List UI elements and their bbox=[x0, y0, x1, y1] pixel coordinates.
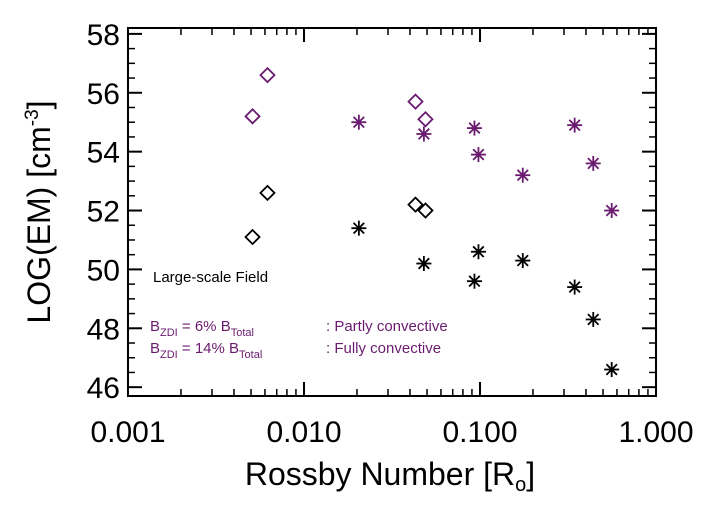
tick-labels: 0.001 0.010 0.100 1.000 46 48 50 52 54 56 58 bbox=[87, 19, 694, 449]
y-tick-label: 56 bbox=[87, 78, 120, 111]
asterisk-point bbox=[351, 114, 367, 130]
asterisk-stroke bbox=[568, 119, 581, 132]
diamond-point bbox=[417, 110, 434, 128]
x-tick-label: 0.100 bbox=[442, 416, 517, 449]
asterisk-stroke bbox=[468, 122, 481, 135]
asterisk-stroke bbox=[605, 204, 618, 217]
asterisk-stroke bbox=[417, 128, 430, 140]
y-tick-label: 54 bbox=[87, 137, 120, 170]
asterisk-point bbox=[470, 147, 486, 163]
asterisk-stroke bbox=[568, 281, 581, 294]
y-tick-label: 52 bbox=[87, 196, 120, 229]
asterisk-point bbox=[604, 362, 620, 378]
y-tick-label: 58 bbox=[87, 19, 120, 52]
asterisk-point bbox=[466, 120, 482, 136]
asterisk-point bbox=[515, 167, 531, 183]
asterisk-point bbox=[604, 203, 620, 219]
asterisk-stroke bbox=[472, 148, 485, 161]
y-tick-label: 50 bbox=[87, 254, 120, 287]
asterisk-point bbox=[466, 273, 482, 289]
diamond-point bbox=[407, 93, 424, 110]
annotation-line2: BZDI = 14% BTotal: Fully convective bbox=[150, 340, 441, 361]
y-axis-title: LOG(EM) [cm-3] bbox=[21, 100, 57, 323]
asterisk-stroke bbox=[472, 245, 485, 258]
plot-frame bbox=[127, 27, 657, 397]
diamond-point bbox=[259, 184, 276, 202]
asterisk-point bbox=[416, 126, 432, 142]
annotation-line1: BZDI = 6% BTotal: Partly convective bbox=[150, 318, 448, 339]
diamond-point bbox=[259, 66, 276, 84]
diamond-point bbox=[244, 108, 261, 125]
asterisk-stroke bbox=[587, 313, 600, 326]
x-tick-label: 0.001 bbox=[90, 416, 165, 449]
asterisk-stroke bbox=[352, 116, 365, 129]
asterisk-stroke bbox=[605, 363, 618, 376]
asterisk-point bbox=[585, 155, 601, 171]
y-tick-label: 46 bbox=[87, 372, 120, 405]
x-tick-label: 1.000 bbox=[618, 416, 693, 449]
y-tick-label: 48 bbox=[87, 313, 120, 346]
asterisk-point bbox=[470, 244, 486, 260]
diamond-point bbox=[244, 228, 261, 246]
asterisk-stroke bbox=[352, 222, 365, 235]
asterisk-point bbox=[567, 117, 583, 133]
asterisk-stroke bbox=[516, 169, 529, 182]
asterisk-point bbox=[416, 256, 432, 272]
asterisk-stroke bbox=[468, 275, 481, 288]
x-axis-title: Rossby Number [Ro] bbox=[245, 456, 535, 496]
asterisk-stroke bbox=[516, 254, 529, 267]
asterisk-stroke bbox=[417, 257, 430, 270]
asterisk-point bbox=[567, 279, 583, 295]
data-points bbox=[244, 66, 620, 378]
x-tick-label: 0.010 bbox=[266, 416, 341, 449]
asterisk-point bbox=[351, 220, 367, 236]
asterisk-stroke bbox=[587, 157, 600, 170]
asterisk-point bbox=[515, 253, 531, 269]
ticks bbox=[127, 28, 657, 396]
diamond-point bbox=[407, 196, 424, 213]
annotation-large-scale: Large-scale Field bbox=[153, 269, 268, 286]
diamond-point bbox=[417, 202, 434, 219]
asterisk-point bbox=[585, 311, 601, 327]
